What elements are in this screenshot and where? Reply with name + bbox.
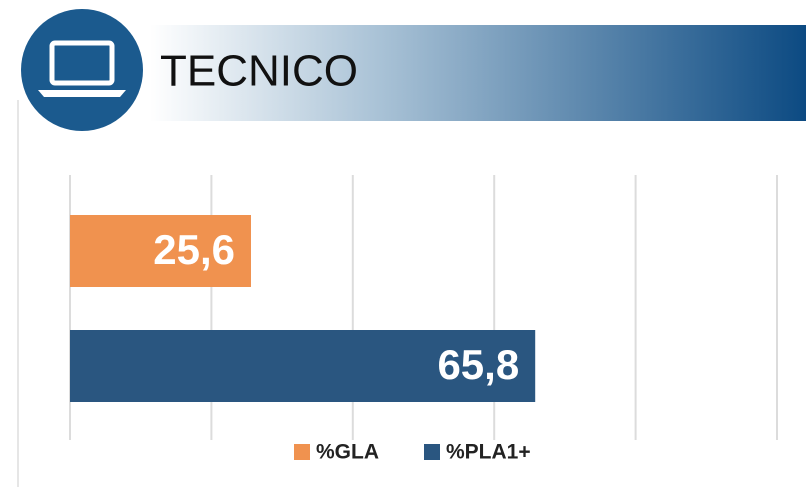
bar <box>70 215 251 287</box>
legend-swatch <box>424 444 440 460</box>
icon-circle <box>21 9 143 131</box>
header-band <box>150 25 806 121</box>
data-label: 65,8 <box>437 341 519 388</box>
legend-swatch <box>294 444 310 460</box>
data-label: 25,6 <box>153 226 235 273</box>
laptop-icon <box>38 40 126 97</box>
chart-title: TECNICO <box>160 47 358 96</box>
legend-label: %GLA <box>316 441 379 464</box>
legend-label: %PLA1+ <box>446 441 531 464</box>
bar <box>70 330 536 402</box>
